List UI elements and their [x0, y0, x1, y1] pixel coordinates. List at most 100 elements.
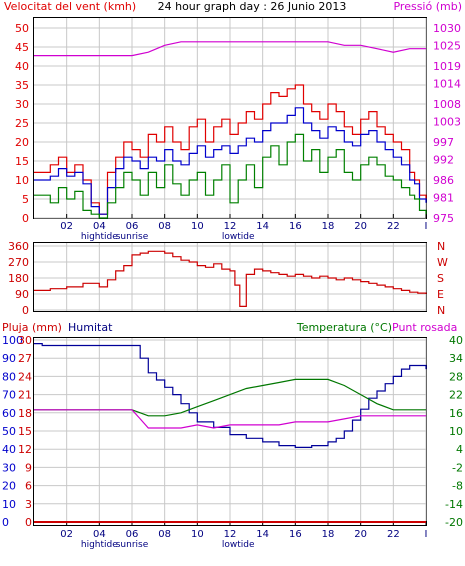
- temperature-y-tick-label: 4: [456, 443, 463, 456]
- climate-x-tick-label: 18: [322, 529, 335, 540]
- humidity-y-tick-label: 90: [2, 352, 16, 365]
- temperature-y-tick-label: 28: [449, 370, 463, 383]
- wind-x-tick-label: 06: [126, 221, 139, 232]
- rain-y-tick-label: 6: [25, 480, 32, 493]
- temperature-y-tick-label: 22: [449, 389, 463, 402]
- grid-layer: [34, 18, 427, 525]
- pressure-y-tick-label: 975: [433, 212, 454, 225]
- temperature-label: Temperatura (°C): [296, 321, 392, 334]
- humidity-y-tick-label: 60: [2, 407, 16, 420]
- wind-y-tick-label: 20: [15, 136, 29, 149]
- pressure-y-tick-label: 1003: [433, 115, 461, 128]
- direction-compass-label: N: [437, 304, 445, 317]
- temperature-y-tick-label: 40: [449, 334, 463, 347]
- climate-x-tick-label: 08: [158, 529, 171, 540]
- temperature-y-tick-label: 34: [449, 352, 463, 365]
- climate-x-tick-label: 22: [387, 529, 400, 540]
- climate-x-tick-label: I: [425, 529, 428, 540]
- wind-x-tick-label: 16: [289, 221, 302, 232]
- climate-series-3: [34, 409, 426, 429]
- pressure-y-tick-label: 1019: [433, 60, 461, 73]
- climate-x-tick-label: 10: [191, 529, 204, 540]
- wind-y-tick-label: 35: [15, 79, 29, 92]
- humidity-y-tick-label: 100: [2, 334, 23, 347]
- wind-y-tick-label: 25: [15, 117, 29, 130]
- pressure-y-tick-label: 1030: [433, 22, 461, 35]
- wind-y-tick-label: 50: [15, 22, 29, 35]
- direction-compass-label: N: [437, 240, 445, 253]
- climate-x-tick-label: 06: [126, 529, 139, 540]
- humidity-y-tick-label: 80: [2, 370, 16, 383]
- wind-series-1: [34, 107, 427, 215]
- rain-y-tick-label: 12: [18, 443, 32, 456]
- direction-y-tick-label: 180: [8, 272, 29, 285]
- wind-x-tick-label: 14: [256, 221, 269, 232]
- wind-x-tick-label: 20: [354, 221, 367, 232]
- series-layer: [34, 41, 427, 523]
- wind-x-tick-label: 12: [224, 221, 237, 232]
- rain-label: Pluja (mm): [2, 321, 62, 334]
- pressure-y-tick-label: 1025: [433, 39, 461, 52]
- wind-y-tick-label: 10: [15, 174, 29, 187]
- direction-y-tick-label: 0: [22, 304, 29, 317]
- axis-labels-layer: 0510152025303540455097598198699299710031…: [2, 22, 463, 550]
- temperature-y-tick-label: -20: [445, 516, 463, 529]
- wind-series-3: [34, 41, 426, 57]
- climate-event-label: hightide: [81, 540, 118, 550]
- climate-x-tick-label: 04: [93, 529, 106, 540]
- humidity-y-tick-label: 40: [2, 443, 16, 456]
- pressure-y-tick-label: 1008: [433, 98, 461, 111]
- wind-x-tick-label: 22: [387, 221, 400, 232]
- wind-series-2: [34, 133, 427, 219]
- temperature-y-tick-label: -8: [452, 480, 463, 493]
- climate-x-tick-label: 16: [289, 529, 302, 540]
- humidity-y-tick-label: 50: [2, 425, 16, 438]
- pressure-label: Pressió (mb): [393, 0, 462, 13]
- humidity-label: Humitat: [68, 321, 113, 334]
- rain-y-tick-label: 30: [18, 334, 32, 347]
- rain-y-tick-label: 9: [25, 461, 32, 474]
- direction-compass-label: W: [437, 256, 448, 269]
- wind-y-tick-label: 40: [15, 60, 29, 73]
- climate-event-label: lowtide: [222, 540, 255, 550]
- rain-y-tick-label: 21: [18, 389, 32, 402]
- wind-x-tick-label: 02: [60, 221, 73, 232]
- direction-compass-label: E: [437, 288, 444, 301]
- climate-x-tick-label: 02: [60, 529, 73, 540]
- wind-speed-label: Velocitat del vent (kmh): [4, 0, 136, 13]
- climate-x-tick-label: 14: [256, 529, 269, 540]
- climate-x-tick-label: 12: [224, 529, 237, 540]
- rain-y-tick-label: 27: [18, 352, 32, 365]
- direction-y-tick-label: 90: [15, 288, 29, 301]
- wind-x-tick-label: 18: [322, 221, 335, 232]
- climate-series-1: [34, 343, 427, 448]
- pressure-y-tick-label: 992: [433, 153, 454, 166]
- humidity-y-tick-label: 0: [2, 516, 9, 529]
- rain-y-tick-label: 24: [18, 370, 32, 383]
- pressure-y-tick-label: 986: [433, 174, 454, 187]
- humidity-y-tick-label: 20: [2, 480, 16, 493]
- wind-x-tick-label: I: [425, 221, 428, 232]
- climate-x-tick-label: 20: [354, 529, 367, 540]
- pressure-y-tick-label: 1014: [433, 77, 461, 90]
- rain-y-tick-label: 18: [18, 407, 32, 420]
- pressure-y-tick-label: 981: [433, 191, 454, 204]
- humidity-y-tick-label: 70: [2, 389, 16, 402]
- direction-compass-label: S: [437, 272, 444, 285]
- wind-event-label: lowtide: [222, 232, 255, 242]
- rain-y-tick-label: 3: [25, 498, 32, 511]
- temperature-y-tick-label: -14: [445, 498, 463, 511]
- humidity-y-tick-label: 10: [2, 498, 16, 511]
- temperature-y-tick-label: -2: [452, 461, 463, 474]
- wind-event-label: sunrise: [116, 232, 149, 242]
- wind-y-tick-label: 5: [22, 193, 29, 206]
- rain-y-tick-label: 0: [25, 516, 32, 529]
- chart-title: 24 hour graph day : 26 Junio 2013: [158, 0, 347, 13]
- direction-y-tick-label: 360: [8, 240, 29, 253]
- wind-x-tick-label: 04: [93, 221, 106, 232]
- temperature-y-tick-label: 16: [449, 407, 463, 420]
- wind-series-0: [34, 84, 427, 215]
- temperature-y-tick-label: 10: [449, 425, 463, 438]
